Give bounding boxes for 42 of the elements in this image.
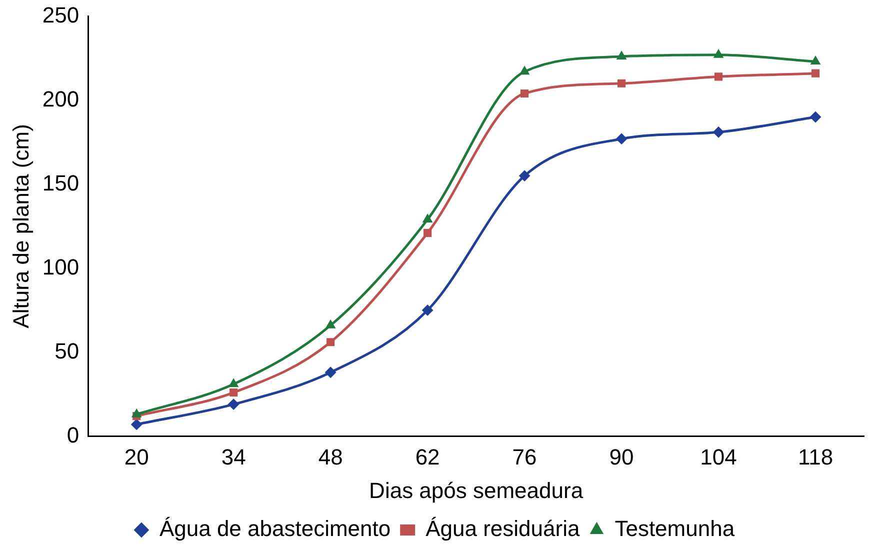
point: [617, 79, 626, 88]
point: [519, 170, 530, 182]
y-tick-label: 250: [42, 2, 80, 28]
point: [616, 51, 626, 60]
point: [326, 338, 335, 346]
point: [714, 49, 724, 58]
point: [230, 388, 238, 397]
y-axis-title: Altura de planta (cm): [8, 124, 34, 328]
x-tick-label: 34: [221, 444, 246, 470]
x-tick-label: 76: [512, 444, 537, 470]
point: [326, 320, 336, 328]
point: [616, 133, 628, 144]
legend-label: Testemunha: [614, 516, 736, 542]
x-tick-label: 62: [415, 444, 440, 470]
y-tick-label: 100: [42, 254, 80, 280]
point: [714, 72, 723, 81]
point: [713, 126, 724, 138]
legend-label: Água de abastecimento: [159, 516, 391, 542]
y-tick-label: 50: [54, 338, 80, 364]
y-tick-label: 0: [66, 422, 80, 448]
point: [131, 418, 142, 430]
y-tick-label: 200: [42, 86, 80, 112]
point: [424, 228, 432, 237]
point: [520, 66, 530, 75]
y-tick-label: 150: [42, 170, 80, 196]
point: [228, 378, 238, 388]
x-tick-label: 118: [798, 444, 834, 470]
point: [810, 56, 820, 65]
x-tick-label: 20: [124, 444, 149, 470]
x-tick-label: 90: [609, 444, 634, 470]
point: [810, 112, 822, 122]
point: [228, 398, 240, 410]
x-tick-label: 48: [318, 444, 343, 470]
point: [422, 304, 434, 316]
point: [422, 214, 432, 222]
point: [132, 408, 142, 418]
x-axis-title: Dias após semeadura: [369, 478, 584, 503]
point: [325, 366, 336, 378]
point: [520, 89, 529, 98]
legend-label: Água residuária: [426, 516, 580, 542]
point: [811, 69, 820, 78]
x-tick-label: 104: [700, 444, 737, 470]
